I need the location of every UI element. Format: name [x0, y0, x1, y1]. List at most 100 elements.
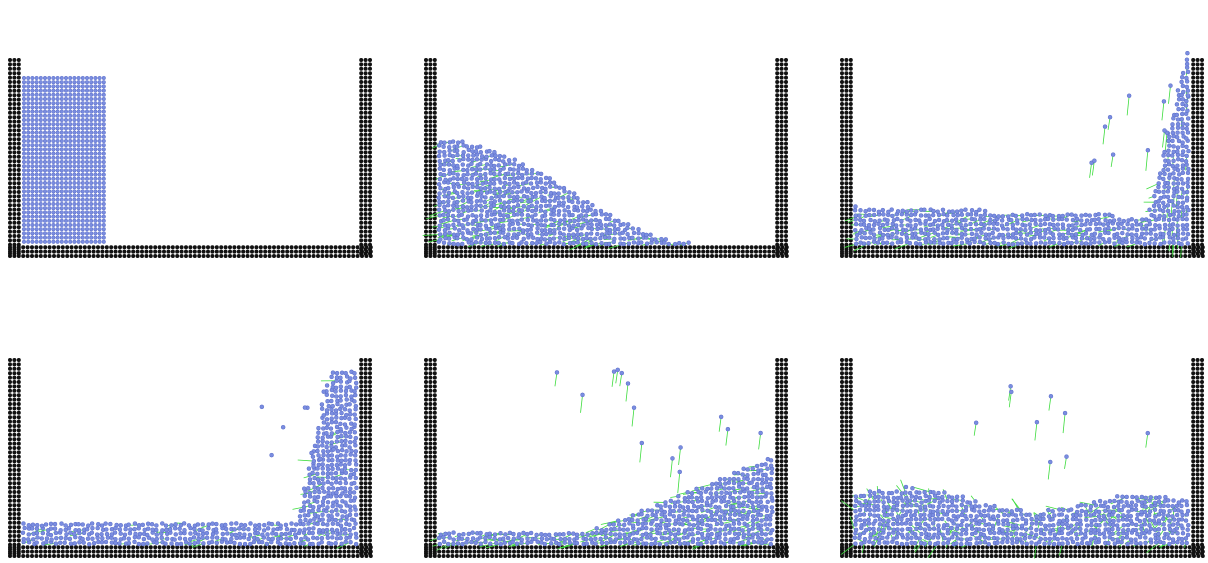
wall-particle — [963, 245, 967, 249]
wall-particle — [653, 245, 657, 249]
wall-particle — [508, 250, 512, 254]
fluid-particle — [677, 241, 681, 245]
fluid-particle — [955, 221, 959, 225]
wall-particle — [316, 250, 320, 254]
fluid-particle — [563, 208, 567, 212]
fluid-particle — [1168, 240, 1172, 244]
fluid-particle — [102, 181, 106, 185]
wall-particle — [364, 358, 368, 362]
wall-particle — [428, 115, 432, 119]
fluid-particle — [455, 200, 459, 204]
fluid-particle — [164, 524, 168, 528]
wall-particle — [849, 120, 853, 124]
wall-particle — [298, 245, 302, 249]
fluid-particle — [1011, 223, 1015, 227]
fluid-particle — [1185, 51, 1189, 55]
fluid-particle — [26, 232, 30, 236]
fluid-particle — [22, 127, 26, 131]
fluid-particle — [31, 85, 35, 89]
wall-particle — [844, 194, 848, 198]
wall-particle — [775, 80, 779, 84]
wall-particle — [356, 250, 360, 254]
fluid-particle — [607, 242, 611, 246]
wall-particle — [780, 199, 784, 203]
fluid-particle — [77, 139, 81, 143]
fluid-particle — [515, 190, 519, 194]
fluid-particle — [1152, 204, 1156, 208]
wall-particle — [364, 393, 368, 397]
fluid-particle — [89, 156, 93, 160]
wall-particle — [8, 516, 12, 520]
fluid-particle — [673, 242, 677, 246]
fluid-particle — [35, 523, 39, 527]
fluid-particle — [1023, 224, 1027, 228]
fluid-particle — [576, 200, 580, 204]
wall-particle — [364, 389, 368, 393]
fluid-particle — [64, 536, 68, 540]
wall-particle — [43, 550, 47, 554]
fluid-particle — [456, 141, 460, 145]
fluid-particle — [102, 93, 106, 97]
fluid-particle — [469, 231, 473, 235]
wall-particle — [368, 172, 372, 176]
fluid-particle — [150, 537, 154, 541]
fluid-particle — [534, 191, 538, 195]
wall-particle — [30, 254, 34, 258]
fluid-particle — [548, 204, 552, 208]
wall-particle — [919, 254, 923, 258]
fluid-particle — [1028, 227, 1032, 231]
wall-particle — [83, 245, 87, 249]
fluid-particle — [622, 237, 626, 241]
fluid-particle — [73, 127, 77, 131]
fluid-particle — [49, 522, 53, 526]
wall-particle — [12, 477, 16, 481]
wall-particle — [219, 254, 223, 258]
fluid-particle — [437, 208, 441, 212]
wall-particle — [228, 545, 232, 549]
wall-particle — [849, 115, 853, 119]
fluid-particle — [987, 227, 991, 231]
fluid-particle — [85, 85, 89, 89]
fluid-particle — [77, 148, 81, 152]
fluid-particle — [145, 541, 149, 545]
wall-particle — [359, 106, 363, 110]
fluid-particle — [193, 541, 197, 545]
wall-particle — [359, 177, 363, 181]
fluid-particle — [89, 173, 93, 177]
wall-particle — [127, 250, 131, 254]
fluid-particle — [102, 211, 106, 215]
fluid-particle — [43, 177, 47, 181]
wall-particle — [43, 250, 47, 254]
fluid-particle — [26, 139, 30, 143]
fluid-particle — [607, 236, 611, 240]
wall-particle — [1196, 93, 1200, 97]
fluid-particle — [872, 213, 876, 217]
fluid-particle — [649, 233, 653, 237]
fluid-particle — [480, 194, 484, 198]
wall-particle — [424, 212, 428, 216]
wall-particle — [8, 234, 12, 238]
wall-particle — [144, 550, 148, 554]
wall-particle — [1196, 234, 1200, 238]
fluid-particle — [484, 219, 488, 223]
wall-particle — [679, 254, 683, 258]
wall-particle — [780, 190, 784, 194]
fluid-particle — [26, 114, 30, 118]
wall-particle — [43, 554, 47, 558]
fluid-particle — [89, 85, 93, 89]
wall-particle — [368, 437, 372, 441]
wall-particle — [767, 250, 771, 254]
fluid-particle — [1184, 159, 1188, 163]
fluid-particle — [1186, 232, 1190, 236]
wall-particle — [780, 181, 784, 185]
wall-particle — [228, 245, 232, 249]
wall-particle — [368, 398, 372, 402]
wall-particle — [364, 194, 368, 198]
fluid-particle — [461, 168, 465, 172]
wall-particle — [1029, 245, 1033, 249]
wall-particle — [12, 371, 16, 375]
wall-particle — [8, 538, 12, 542]
wall-particle — [368, 486, 372, 490]
wall-particle — [127, 554, 131, 558]
fluid-particle — [859, 228, 863, 232]
